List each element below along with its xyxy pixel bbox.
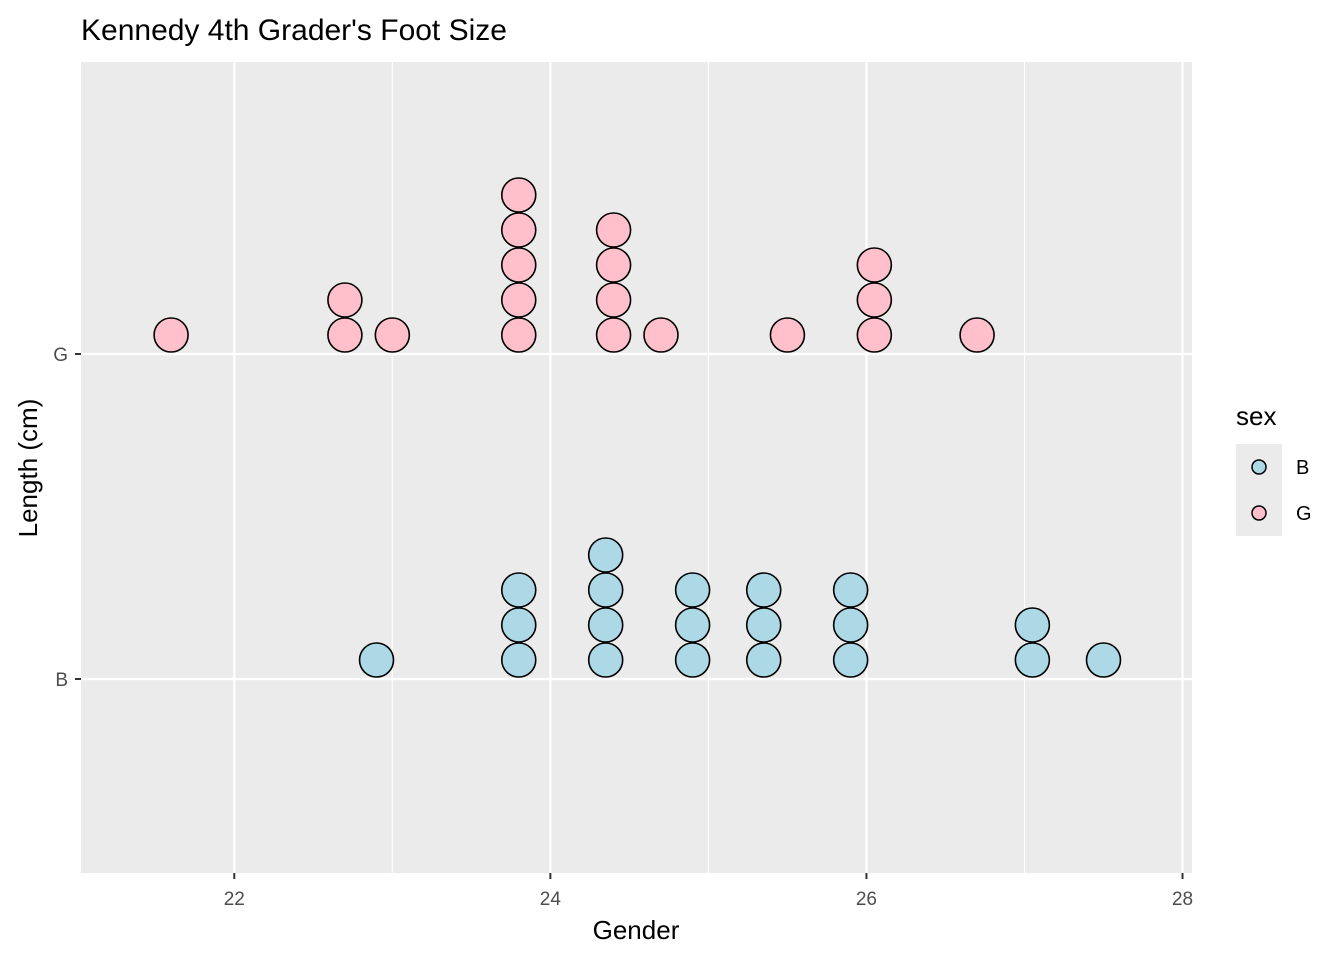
y-axis-title: Length (cm) [13,399,43,538]
dot-g [595,247,632,283]
dot-g [856,317,893,353]
dot-b [832,572,869,608]
dot-g [856,282,893,318]
dot-g [500,247,537,283]
dot-b [587,642,624,678]
data-points [153,177,1122,678]
dot-b [674,607,711,643]
dot-b [674,572,711,608]
dot-g [500,212,537,248]
dot-b [587,607,624,643]
dot-g [959,317,995,353]
dot-g [769,317,806,353]
dot-b [745,642,782,678]
dot-b [500,572,537,608]
y-tick-label: B [55,670,68,691]
legend-label-b: B [1296,457,1309,479]
dot-g [500,317,537,353]
dot-g [643,317,679,353]
x-axis-title: Gender [593,915,680,945]
dot-g [500,282,537,318]
grid-lines [81,62,1192,873]
dot-b [1014,607,1051,643]
dot-b [587,537,624,573]
dot-b [832,642,869,678]
dot-b [587,572,624,608]
axes: 22 24 26 28 B G [53,345,1193,910]
dot-b [1014,642,1051,678]
legend: sex B G [1236,401,1312,536]
dot-b [745,572,782,608]
dot-b [500,642,537,678]
dot-g [595,317,632,353]
legend-title: sex [1236,401,1276,431]
dot-g [327,282,363,318]
dot-b [358,642,395,678]
dot-g [327,317,363,353]
dot-g [595,212,632,248]
y-tick-label: G [53,345,68,366]
legend-key-g [1251,505,1267,521]
x-tick-label: 26 [856,889,877,910]
legend-key-b [1251,459,1267,475]
dot-g [595,282,632,318]
dot-b [500,607,537,643]
dot-b [1085,642,1122,678]
dot-g [500,177,537,213]
dot-g [374,317,411,353]
dot-b [832,607,869,643]
legend-label-g: G [1296,503,1312,525]
x-tick-label: 24 [540,889,562,910]
dot-b [674,642,711,678]
plot-panel [81,62,1192,873]
x-tick-label: 28 [1172,889,1193,910]
dot-g [856,247,893,283]
chart-title: Kennedy 4th Grader's Foot Size [81,14,507,47]
dot-b [745,607,782,643]
x-tick-label: 22 [224,889,245,910]
dot-g [153,317,189,353]
legend-key-background [1236,444,1282,536]
